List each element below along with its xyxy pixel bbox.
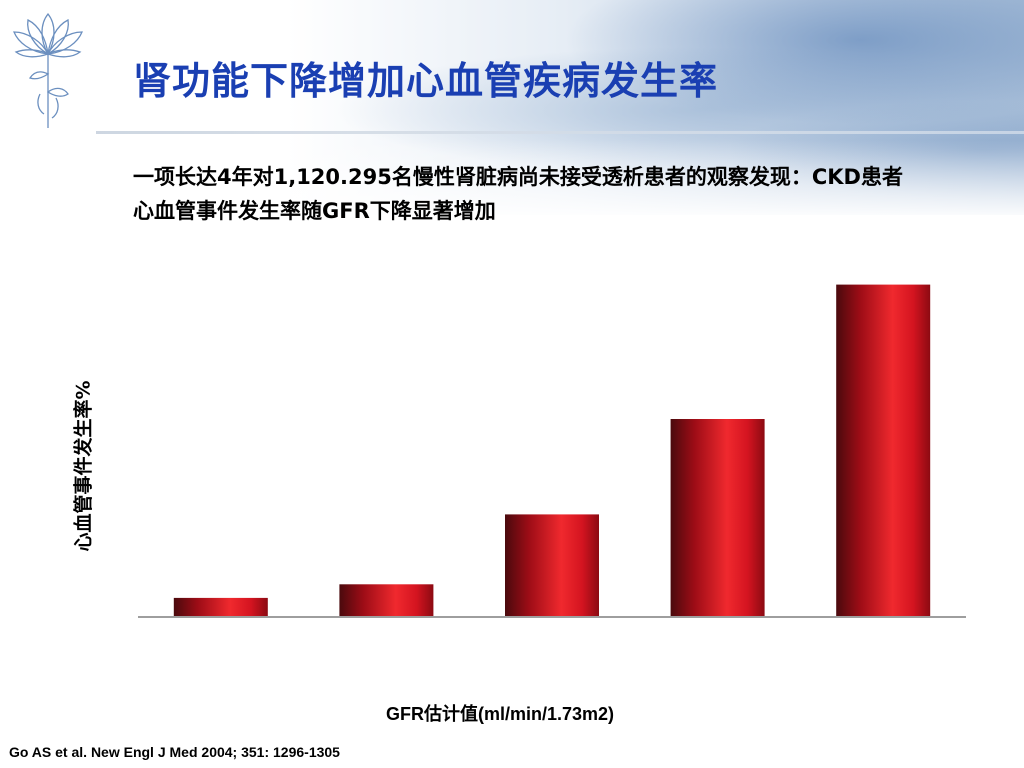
citation: Go AS et al. New Engl J Med 2004; 351: 1… — [9, 744, 340, 760]
header-fade — [0, 140, 1024, 220]
page-title: 肾功能下降增加心血管疾病发生率 — [133, 59, 719, 103]
bar-4 — [670, 419, 765, 617]
x-axis-label: GFR估计值(ml/min/1.73m2) — [385, 704, 615, 724]
bar-2 — [339, 584, 434, 617]
bar-5 — [836, 284, 931, 617]
lotus-flower-icon — [13, 12, 83, 128]
chart-description: 一项长达4年对1,120.295名慢性肾脏病尚未接受透析患者的观察发现：CKD患… — [133, 165, 903, 223]
y-axis-label: 心血管事件发生率% — [72, 380, 95, 552]
title-divider — [96, 131, 1024, 134]
bar-3 — [505, 514, 599, 617]
bars-group — [173, 284, 931, 617]
bar-1 — [173, 597, 268, 617]
